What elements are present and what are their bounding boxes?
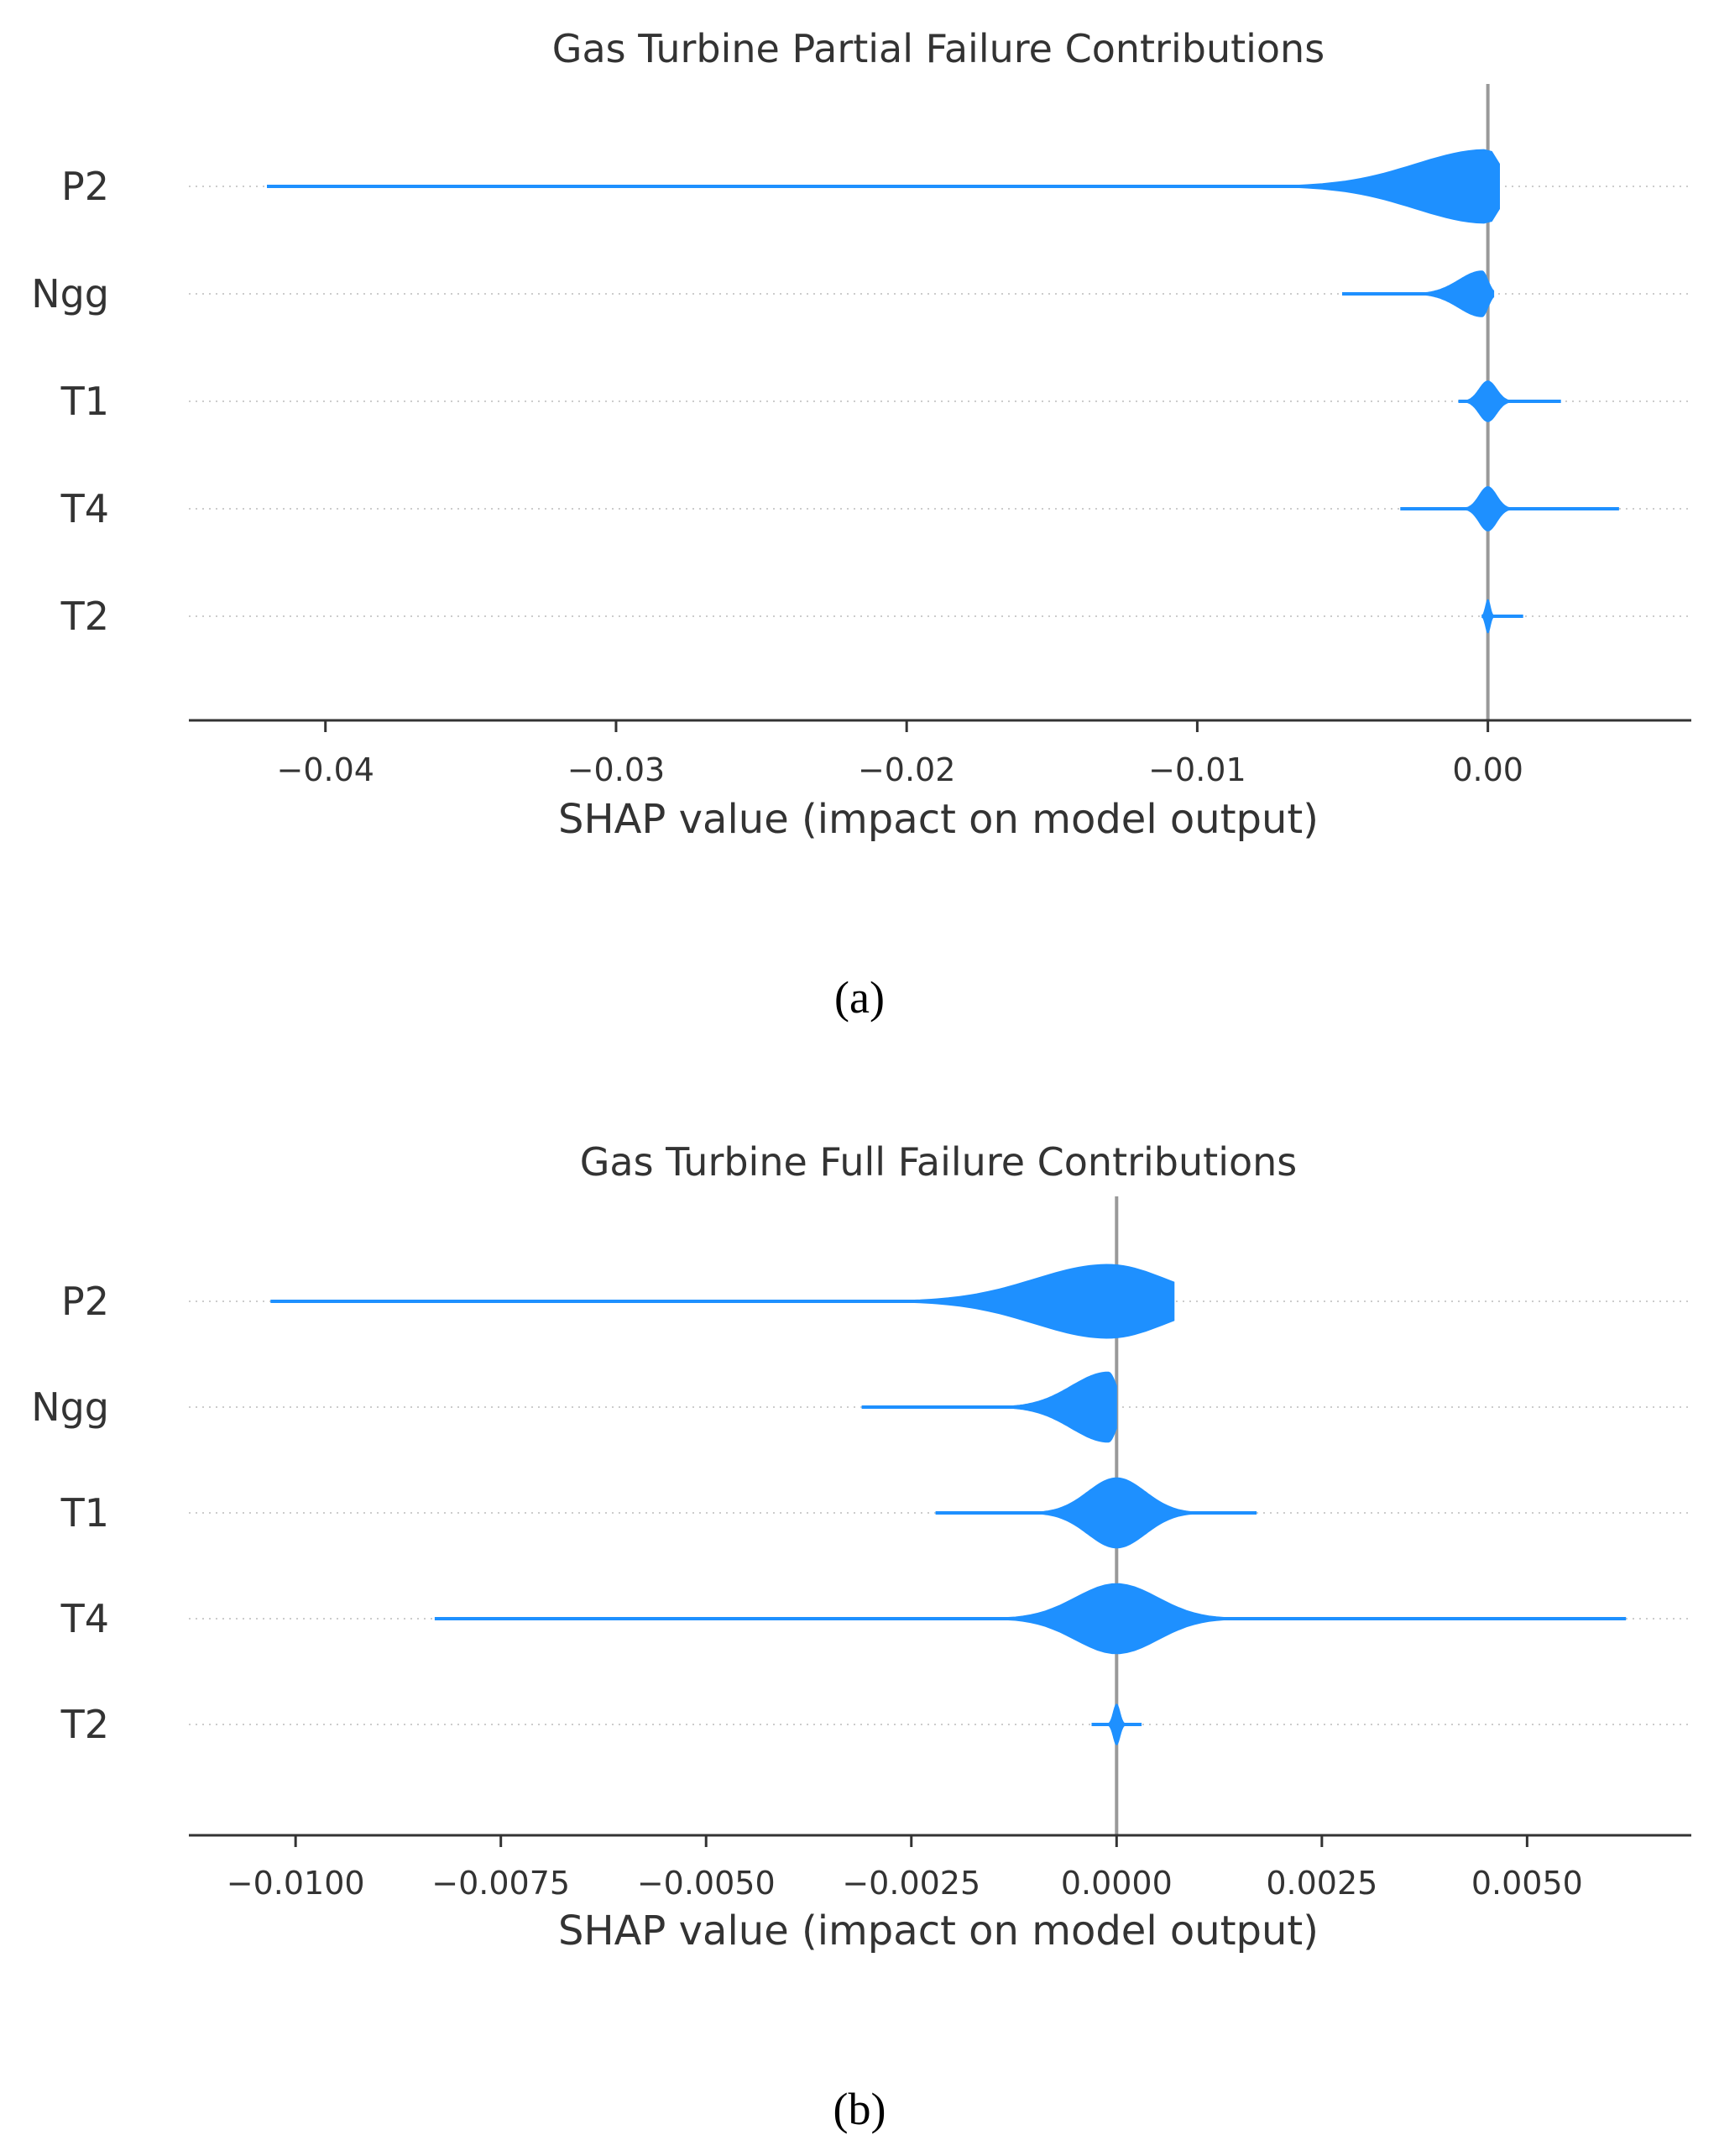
chart-title: Gas Turbine Full Failure Contributions	[580, 1139, 1297, 1185]
x-tick-label: 0.0025	[1266, 1865, 1377, 1902]
x-axis-label: SHAP value (impact on model output)	[558, 1907, 1319, 1955]
x-tick-label: −0.01	[1148, 751, 1246, 788]
x-ticks: −0.0100 −0.0075 −0.0050 −0.0025 0.0000 0.0025…	[227, 1835, 1583, 1902]
x-axis-label: SHAP value (impact on model output)	[558, 796, 1319, 843]
feature-label-t1: T1	[60, 379, 109, 424]
x-ticks: −0.04 −0.03 −0.02 −0.01 0.00	[277, 720, 1523, 788]
panel-caption: (b)	[833, 2084, 886, 2134]
violin-ngg	[861, 1371, 1117, 1443]
x-tick-label: −0.03	[567, 751, 665, 788]
violins	[267, 149, 1619, 634]
feature-label-p2: P2	[61, 164, 109, 209]
violins	[270, 1264, 1627, 1745]
violin-t1	[935, 1477, 1257, 1549]
x-tick-label: 0.00	[1452, 751, 1523, 788]
x-tick-label: −0.0025	[842, 1865, 980, 1902]
violin-p2	[267, 149, 1500, 224]
violin-t4	[434, 1583, 1627, 1655]
feature-label-t2: T2	[60, 594, 109, 639]
chart-panel-partial-failure: −0.04 −0.03 −0.02 −0.01 0.00 P2 Ngg T1 T4 T2 Gas…	[31, 26, 1691, 1023]
feature-label-ngg: Ngg	[31, 271, 109, 317]
feature-label-p2: P2	[61, 1279, 109, 1324]
violin-t2	[1091, 1703, 1142, 1745]
feature-label-t1: T1	[60, 1490, 109, 1536]
x-tick-label: 0.0000	[1061, 1865, 1173, 1902]
feature-labels: P2 Ngg T1 T4 T2	[31, 1279, 109, 1747]
x-tick-label: −0.02	[858, 751, 955, 788]
feature-label-t4: T4	[60, 1596, 109, 1641]
x-tick-label: −0.0050	[637, 1865, 776, 1902]
violin-t4	[1400, 486, 1619, 531]
feature-label-t4: T4	[60, 486, 109, 531]
chart-panel-full-failure: −0.0100 −0.0075 −0.0050 −0.0025 0.0000 0.0025…	[31, 1139, 1691, 2134]
feature-label-t2: T2	[60, 1702, 109, 1747]
panel-caption: (a)	[834, 972, 885, 1023]
chart-title: Gas Turbine Partial Failure Contribution…	[552, 26, 1325, 71]
feature-label-ngg: Ngg	[31, 1384, 109, 1430]
violin-t1	[1458, 380, 1561, 422]
violin-ngg	[1342, 270, 1495, 317]
x-tick-label: 0.0050	[1471, 1865, 1583, 1902]
x-tick-label: −0.04	[277, 751, 374, 788]
x-tick-label: −0.0075	[431, 1865, 570, 1902]
x-tick-label: −0.0100	[227, 1865, 365, 1902]
violin-t2	[1481, 599, 1523, 634]
violin-p2	[270, 1264, 1175, 1339]
feature-labels: P2 Ngg T1 T4 T2	[31, 164, 109, 639]
